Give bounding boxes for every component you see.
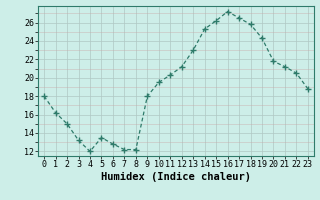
X-axis label: Humidex (Indice chaleur): Humidex (Indice chaleur): [101, 172, 251, 182]
